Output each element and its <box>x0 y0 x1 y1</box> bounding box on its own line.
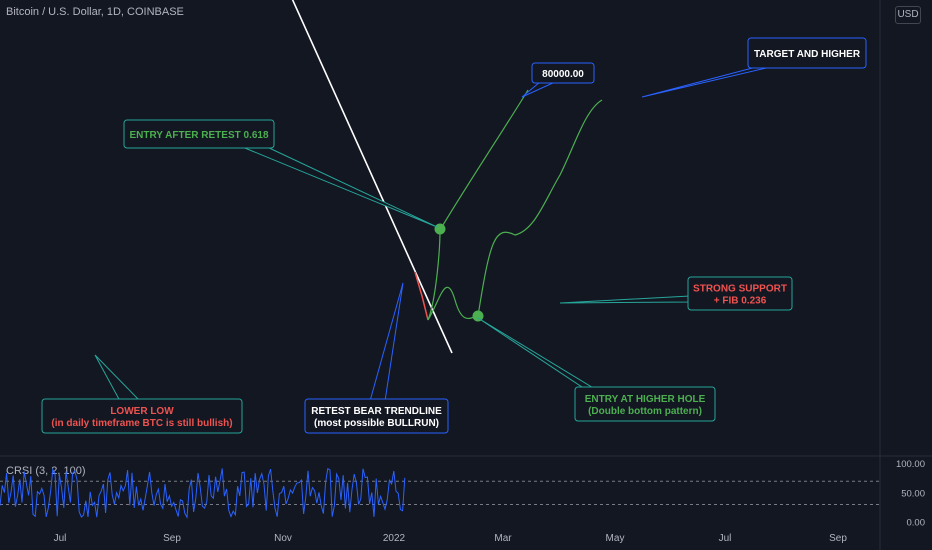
currency-button[interactable]: USD <box>895 6 921 24</box>
rsi-tick-label: 50.00 <box>901 488 925 499</box>
callout-text: RETEST BEAR TRENDLINE <box>311 406 442 417</box>
red-down-path <box>414 271 429 321</box>
callout-text: + FIB 0.236 <box>714 296 767 307</box>
bull-projection-1 <box>427 89 529 321</box>
callout-box <box>747 37 867 69</box>
callout-text: 80000.00 <box>542 69 584 80</box>
entry-point-2 <box>472 310 484 322</box>
symbol-title[interactable]: Bitcoin / U.S. Dollar, 1D, COINBASE <box>6 6 184 18</box>
x-tick-label: Nov <box>274 533 292 544</box>
x-tick-label: May <box>606 533 625 544</box>
callout-text: ENTRY AFTER RETEST 0.618 <box>129 130 269 141</box>
rsi-tick-label: 0.00 <box>907 518 926 529</box>
entry-point-1 <box>434 223 446 235</box>
callout-tail <box>559 295 691 304</box>
bull-projection-2 <box>427 99 603 321</box>
callout-tail <box>239 145 438 228</box>
annotation-target: TARGET AND HIGHER <box>641 37 867 98</box>
annotation-price80: 80000.00 <box>521 62 595 98</box>
annotation-entry2: ENTRY AT HIGHER HOLE(Double bottom patte… <box>477 317 716 422</box>
callout-text: STRONG SUPPORT <box>693 284 787 295</box>
callout-tail <box>521 81 556 98</box>
rsi-line <box>0 467 406 520</box>
annotation-lowerlow: LOWER LOW(in daily timeframe BTC is stil… <box>41 354 243 434</box>
callout-text: (most possible BULLRUN) <box>314 418 439 429</box>
callout-tail <box>94 354 142 402</box>
callout-box <box>304 398 449 434</box>
callout-tail <box>369 282 404 402</box>
callout-text: (Double bottom pattern) <box>588 406 702 417</box>
callout-box <box>123 119 275 149</box>
annotation-retest: RETEST BEAR TRENDLINE(most possible BULL… <box>304 282 449 434</box>
callout-text: (in daily timeframe BTC is still bullish… <box>51 418 232 429</box>
x-tick-label: Jul <box>719 533 732 544</box>
callout-text: TARGET AND HIGHER <box>754 49 861 60</box>
callout-box <box>531 62 595 84</box>
callout-text: ENTRY AT HIGHER HOLE <box>585 394 706 405</box>
x-tick-label: Jul <box>54 533 67 544</box>
bear-trendline <box>291 0 453 354</box>
x-tick-label: Sep <box>829 533 847 544</box>
callout-box <box>574 386 716 422</box>
x-tick-label: Mar <box>494 533 512 544</box>
callout-box <box>41 398 243 434</box>
callout-tail <box>641 65 776 98</box>
callout-text: LOWER LOW <box>110 406 174 417</box>
x-tick-label: 2022 <box>383 533 406 544</box>
callout-box <box>687 276 793 311</box>
annotation-entry1: ENTRY AFTER RETEST 0.618 <box>123 119 438 228</box>
rsi-tick-label: 100.00 <box>896 459 925 470</box>
annotation-support: STRONG SUPPORT+ FIB 0.236 <box>559 276 793 311</box>
callout-tail <box>477 317 597 390</box>
x-tick-label: Sep <box>163 533 181 544</box>
